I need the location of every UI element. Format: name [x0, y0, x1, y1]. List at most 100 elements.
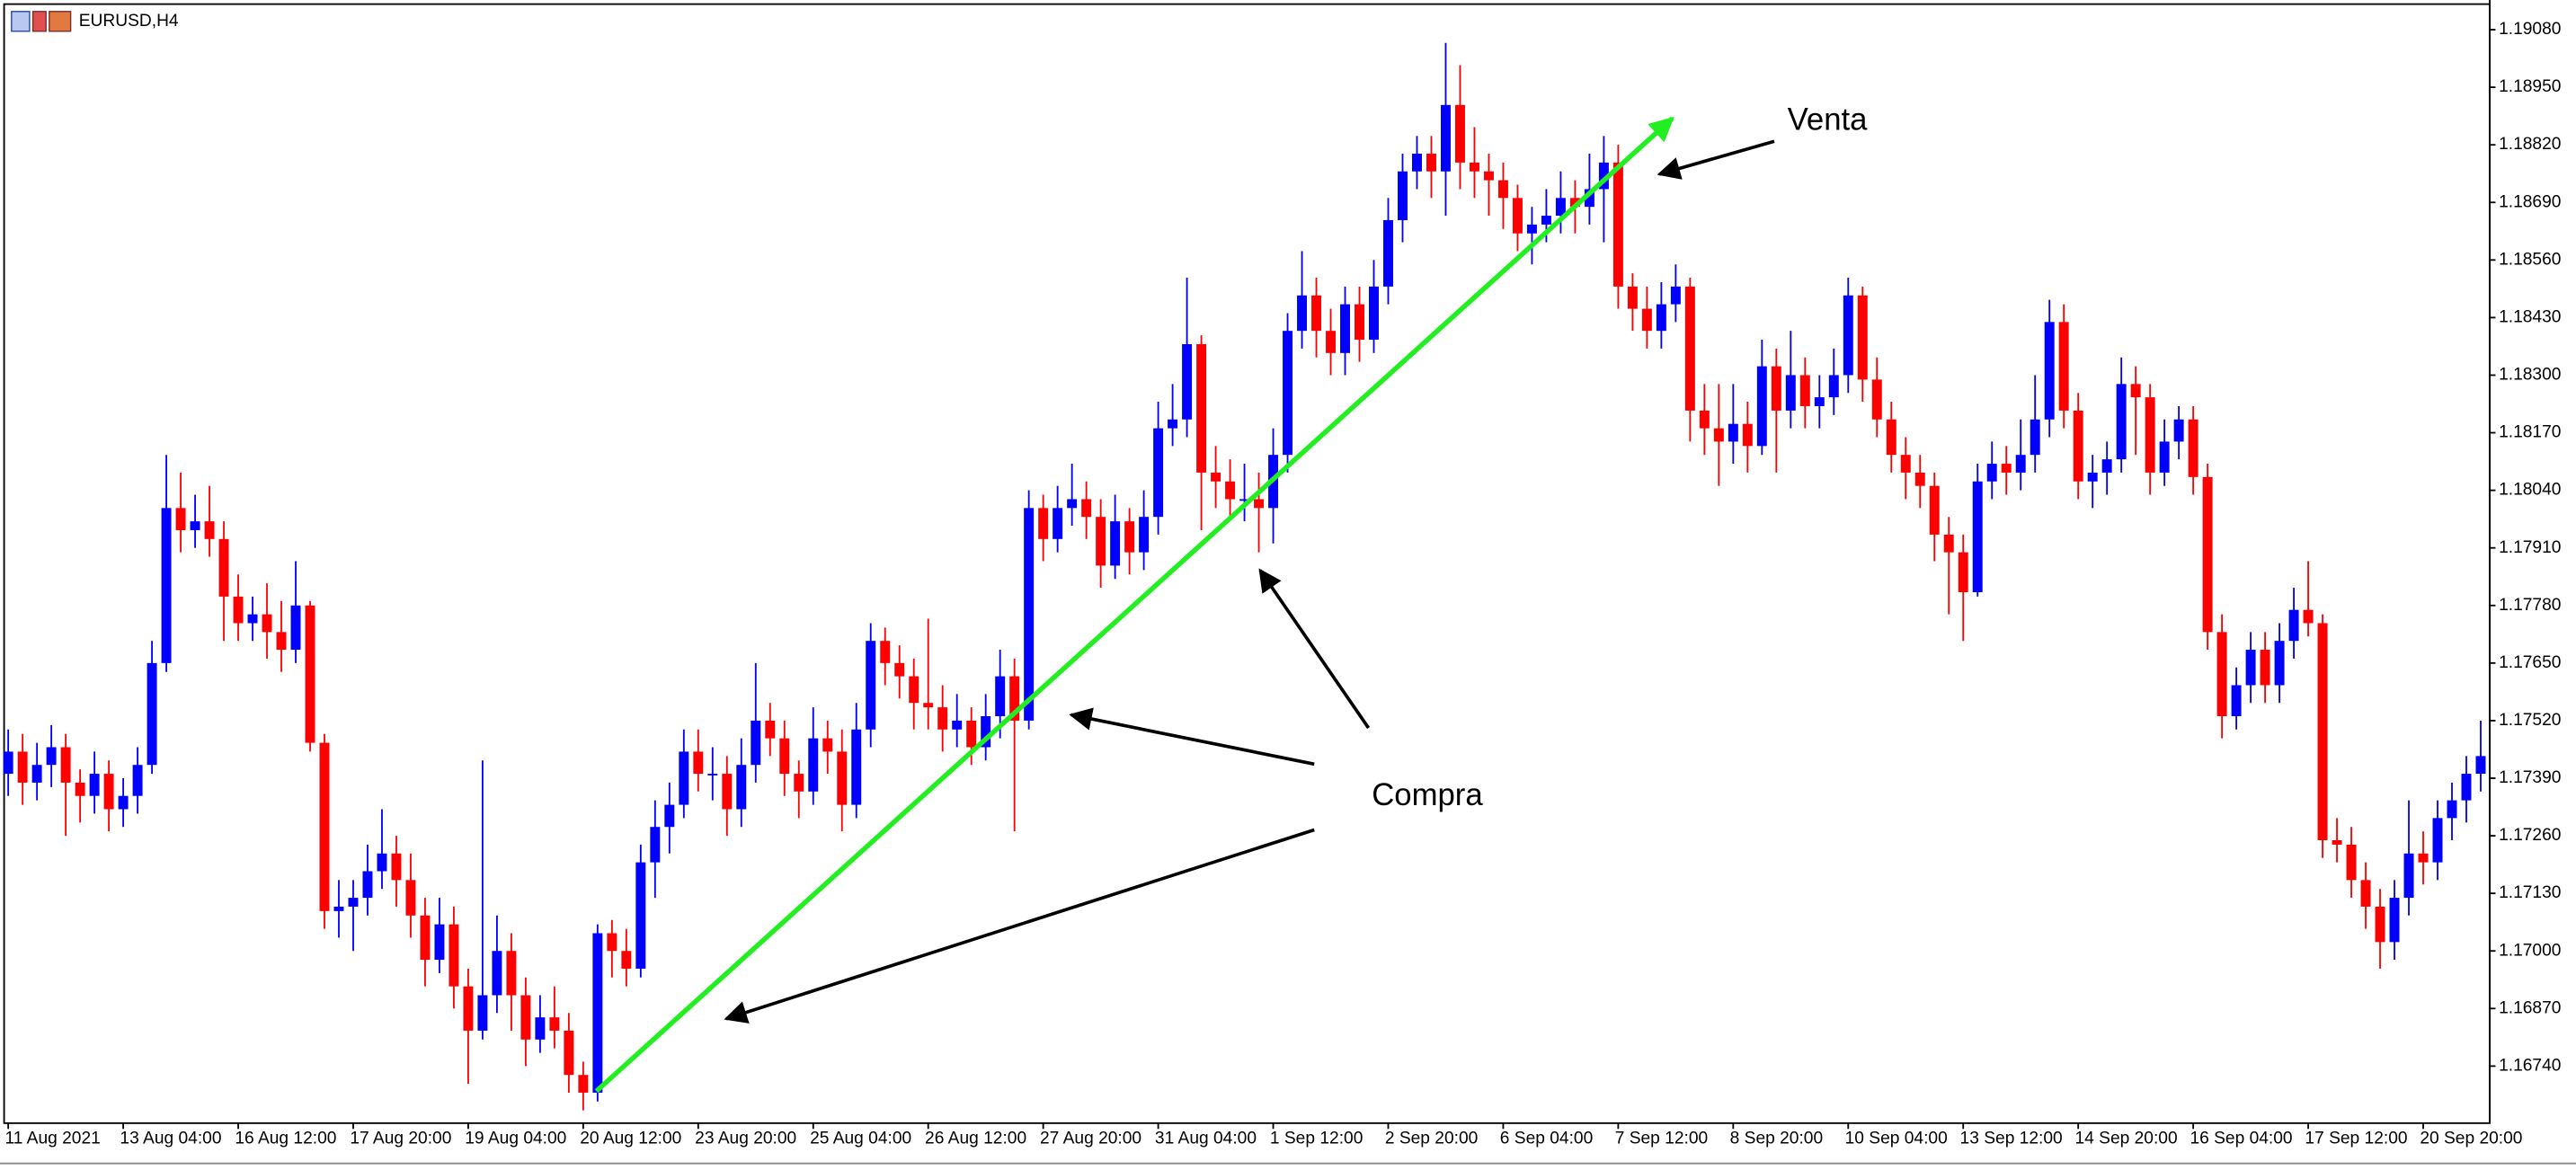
candle-body [1684, 286, 1695, 411]
window-icon [11, 11, 72, 32]
x-tick-label: 20 Aug 12:00 [580, 1129, 681, 1148]
arrow [1069, 707, 1315, 767]
x-tick-label: 6 Sep 04:00 [1500, 1129, 1593, 1148]
candle-body [60, 747, 71, 783]
candle-body [1771, 366, 1781, 411]
candle-body [463, 986, 474, 1031]
candle-body [909, 676, 919, 704]
candle-body [132, 765, 143, 796]
candle-body [736, 765, 747, 810]
candle-body [1497, 180, 1508, 199]
candle-body [1182, 343, 1193, 420]
candle-body [1728, 423, 1738, 442]
symbol-label: EURUSD,H4 [79, 12, 179, 31]
candle-body [1656, 304, 1666, 332]
candle-body [1914, 472, 1925, 486]
candle-body [391, 853, 402, 881]
candle-body [1483, 171, 1494, 181]
candle-body [31, 765, 42, 783]
candle-body [17, 751, 28, 783]
x-tick-label: 19 Aug 04:00 [465, 1129, 566, 1148]
x-tick-label: 23 Aug 20:00 [695, 1129, 796, 1148]
candle-body [46, 747, 57, 766]
candle-body [1512, 198, 1523, 234]
candle-body [247, 614, 258, 624]
candle-body [1641, 308, 1652, 332]
y-tick-label: 1.17780 [2499, 596, 2561, 615]
candle-body [290, 605, 301, 651]
candle-body [506, 951, 517, 996]
candle-body [190, 521, 200, 530]
candle-body [1369, 286, 1379, 341]
candle-body [837, 751, 848, 805]
candle-body [1383, 219, 1393, 287]
y-tick-label: 1.17650 [2499, 653, 2561, 672]
candle-body [233, 596, 244, 624]
candle-body [1469, 162, 1479, 172]
candle-body [880, 641, 891, 663]
y-tick-label: 1.17130 [2499, 883, 2561, 902]
candle-body [1814, 397, 1825, 406]
candle-body [2447, 800, 2457, 819]
candle-body [1569, 198, 1580, 208]
candle-body [1843, 295, 1853, 376]
candle-body [1541, 216, 1551, 225]
candle-body [2145, 397, 2155, 473]
candle-body [449, 924, 459, 987]
candle-body [1972, 481, 1983, 592]
y-tick-label: 1.17000 [2499, 941, 2561, 960]
candle-body [2015, 455, 2026, 473]
candle-body [147, 662, 157, 766]
candle-body [2274, 641, 2285, 686]
candle-body [420, 915, 431, 961]
candle-body [477, 995, 488, 1031]
candle-body [1440, 104, 1451, 172]
candle-body [161, 508, 172, 663]
candle-body [333, 906, 344, 911]
candle-body [2173, 419, 2184, 442]
x-tick-label: 2 Sep 20:00 [1385, 1129, 1478, 1148]
candle-body [2288, 609, 2299, 642]
candle-body [664, 804, 675, 828]
candle-body [1081, 499, 1092, 518]
candle-body [1024, 508, 1035, 721]
candle-body [1067, 499, 1078, 509]
candle-body [564, 1030, 574, 1076]
candle-body [1411, 154, 1422, 172]
candle-body [2030, 419, 2040, 456]
x-tick-label: 8 Sep 20:00 [1730, 1129, 1823, 1148]
x-tick-label: 17 Sep 12:00 [2305, 1129, 2407, 1148]
candle-body [822, 738, 833, 752]
candles [3, 42, 2486, 1111]
candle-body [2159, 441, 2170, 473]
candle-body [1211, 472, 1221, 482]
candle-body [952, 720, 963, 730]
y-tick-label: 1.18170 [2499, 423, 2561, 442]
y-tick-label: 1.18430 [2499, 307, 2561, 326]
candle-body [2231, 685, 2242, 716]
candle-body [1857, 295, 1868, 380]
candle-body [2375, 906, 2385, 943]
candle-body [2202, 476, 2213, 633]
y-tick-label: 1.17520 [2499, 711, 2561, 730]
candle-body [2360, 880, 2371, 907]
candle-body [937, 707, 948, 730]
y-tick-label: 1.17390 [2499, 768, 2561, 787]
candle-body [1426, 154, 1436, 172]
candle-body [1139, 517, 1150, 553]
candle-body [175, 508, 186, 530]
candle-body [2303, 609, 2314, 624]
candle-body [1713, 428, 1724, 442]
candle-body [1053, 508, 1063, 539]
x-tick-label: 27 Aug 20:00 [1040, 1129, 1141, 1148]
candle-body [966, 720, 977, 748]
x-tick-label: 10 Sep 04:00 [1845, 1129, 1948, 1148]
candle-body [1311, 295, 1322, 332]
candle-body [2389, 898, 2400, 943]
x-tick-label: 20 Sep 20:00 [2420, 1129, 2522, 1148]
candle-body [1297, 295, 1308, 332]
candle-body [1110, 521, 1121, 566]
x-tick-label: 16 Sep 04:00 [2190, 1129, 2292, 1148]
candle-body [1799, 375, 1810, 406]
